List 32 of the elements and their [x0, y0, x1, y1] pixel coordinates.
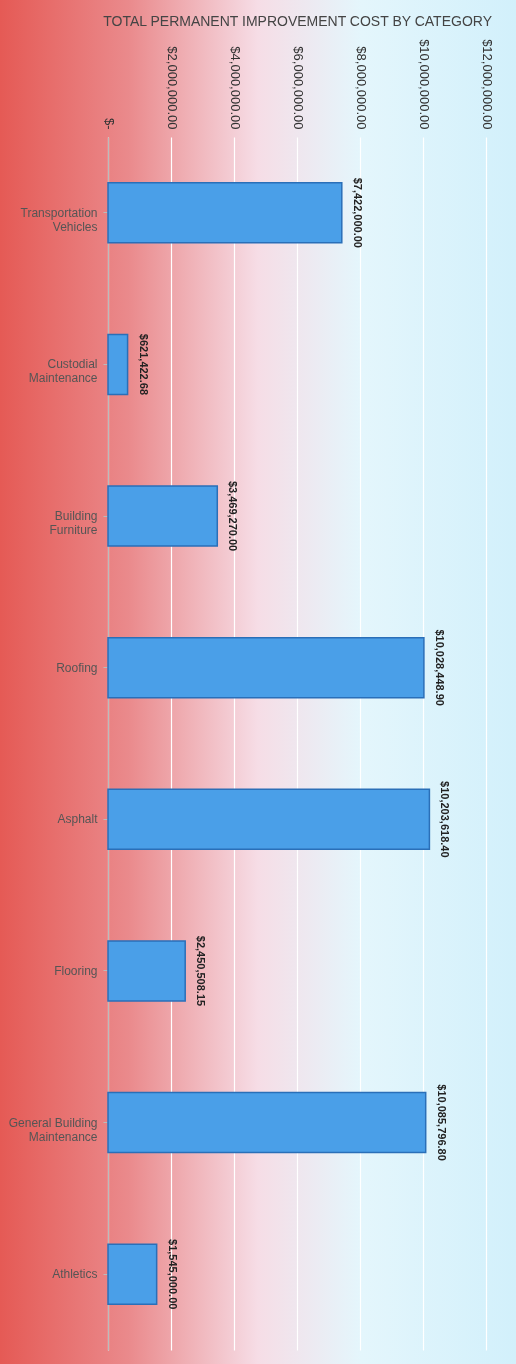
bar	[107, 485, 219, 547]
x-tick-label: $-	[101, 117, 117, 130]
x-tick-label: $8,000,000.00	[353, 46, 369, 130]
y-tick-label: Athletics	[52, 1267, 98, 1282]
x-tick-label: $2,000,000.00	[164, 46, 180, 130]
y-tick-label: Transportation Vehicles	[20, 205, 98, 234]
x-tick-label: $6,000,000.00	[290, 46, 306, 130]
data-label: $1,545,000.00	[166, 1239, 179, 1310]
bar	[107, 940, 186, 1002]
y-tick-label: Asphalt	[57, 812, 99, 827]
y-tick-label: General Building Maintenance	[8, 1115, 98, 1144]
y-tick-label: Custodial Maintenance	[28, 357, 98, 386]
x-tick-label: $10,000,000.00	[416, 39, 432, 130]
data-label: $7,422,000.00	[351, 177, 364, 248]
bar	[107, 182, 343, 244]
data-label: $10,203,618.40	[439, 781, 452, 858]
bar	[107, 333, 129, 396]
data-label: $621,422.68	[137, 333, 150, 396]
bar	[107, 1091, 427, 1154]
chart-title: TOTAL PERMANENT IMPROVEMENT COST BY CATEGORY	[103, 12, 493, 29]
bar	[107, 636, 425, 699]
bar	[107, 1243, 158, 1305]
data-label: $10,085,796.80	[435, 1084, 448, 1161]
bar	[107, 788, 431, 851]
x-tick-label: $4,000,000.00	[227, 46, 243, 130]
y-tick-label: Flooring	[54, 963, 98, 978]
y-tick-label: Building Furniture	[49, 509, 98, 538]
data-label: $2,450,508.15	[195, 935, 208, 1007]
data-label: $10,028,448.90	[433, 629, 446, 706]
x-tick-label: $12,000,000.00	[479, 39, 495, 130]
data-label: $3,469,270.00	[227, 480, 240, 552]
y-tick-label: Roofing	[56, 660, 98, 675]
